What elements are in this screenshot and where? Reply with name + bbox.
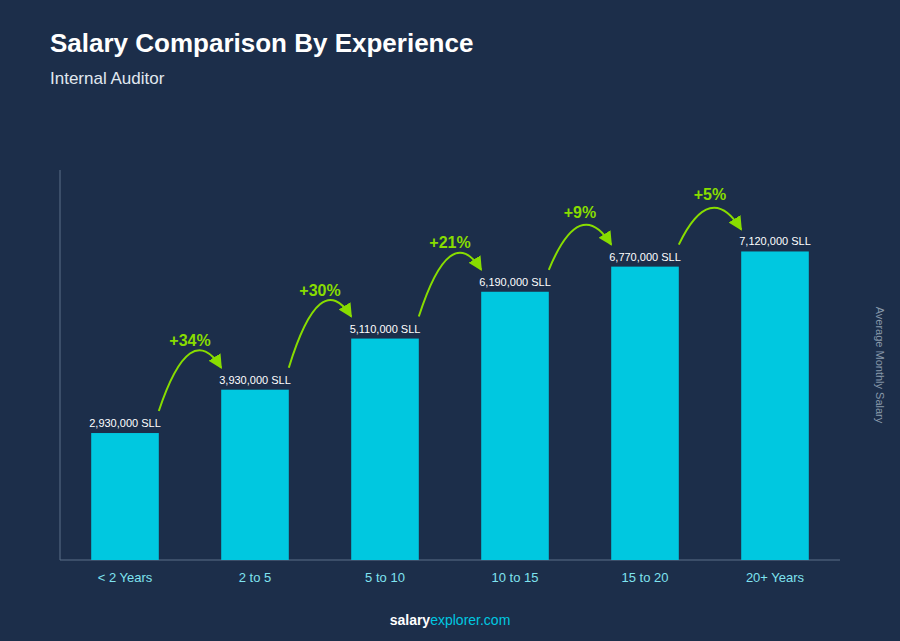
footer-part: salary	[390, 612, 431, 628]
x-tick-label: < 2 Years	[98, 570, 153, 585]
x-tick-label: 2 to 5	[239, 570, 272, 585]
subtitle: Internal Auditor	[50, 69, 165, 88]
value-label: 6,190,000 SLL	[479, 276, 551, 288]
change-label: +9%	[564, 204, 596, 221]
change-label: +30%	[299, 282, 340, 299]
bar	[91, 433, 159, 560]
x-tick-label: 20+ Years	[746, 570, 805, 585]
background	[0, 0, 900, 641]
value-label: 3,930,000 SLL	[219, 374, 291, 386]
bars	[91, 251, 809, 560]
chart-container: Salary Comparison By Experience Internal …	[0, 0, 900, 641]
chart: Salary Comparison By Experience Internal …	[0, 0, 900, 641]
bar	[221, 390, 289, 560]
bar	[741, 251, 809, 560]
change-arrow	[419, 253, 481, 317]
bar	[351, 339, 419, 560]
x-axis-line	[60, 560, 840, 561]
y-axis-line	[60, 170, 61, 560]
change-arrow	[289, 300, 351, 368]
change-arrow	[549, 225, 611, 270]
bar	[611, 267, 679, 560]
change-arrow	[679, 208, 741, 245]
x-tick-label: 15 to 20	[622, 570, 669, 585]
value-label: 6,770,000 SLL	[609, 251, 681, 263]
x-tick-label: 5 to 10	[365, 570, 405, 585]
x-tick-label: 10 to 15	[492, 570, 539, 585]
footer: salaryexplorer.com	[390, 612, 511, 628]
value-label: 7,120,000 SLL	[739, 235, 811, 247]
change-label: +34%	[169, 332, 210, 349]
change-label: +21%	[429, 234, 470, 251]
y-axis-label: Average Monthly Salary	[874, 307, 886, 424]
value-label: 5,110,000 SLL	[350, 323, 421, 335]
footer-part: explorer.com	[430, 612, 510, 628]
bar	[481, 292, 549, 560]
change-arrow	[159, 350, 221, 411]
title: Salary Comparison By Experience	[50, 28, 473, 58]
value-label: 2,930,000 SLL	[89, 417, 161, 429]
change-label: +5%	[694, 186, 726, 203]
